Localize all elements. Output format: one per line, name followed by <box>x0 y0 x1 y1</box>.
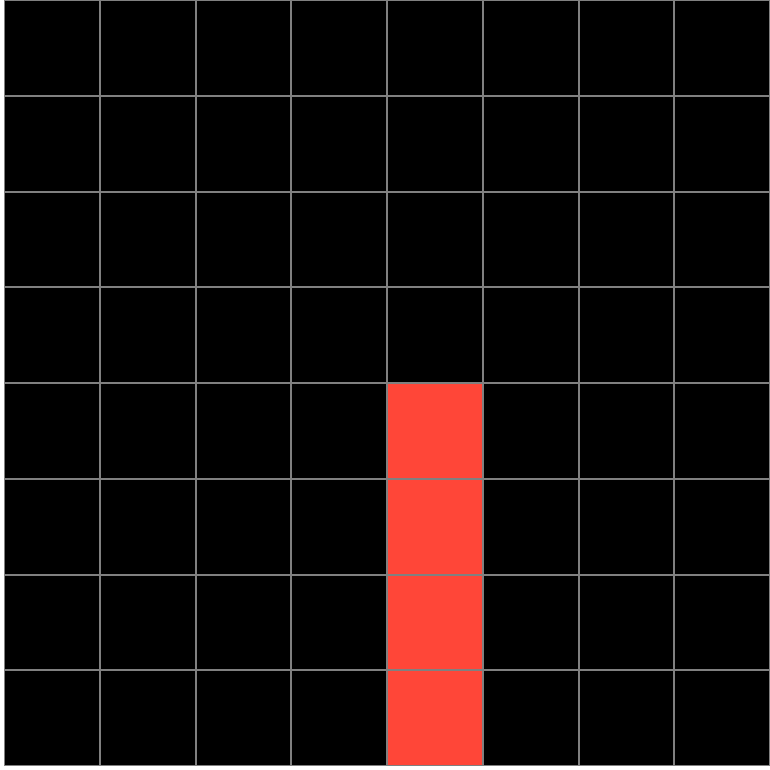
empty-cell[interactable] <box>579 1 674 95</box>
empty-cell[interactable] <box>388 288 482 382</box>
empty-cell[interactable] <box>100 479 195 574</box>
empty-cell[interactable] <box>100 575 195 670</box>
empty-cell[interactable] <box>388 192 482 287</box>
empty-cell[interactable] <box>292 479 386 574</box>
empty-cell[interactable] <box>483 96 578 191</box>
empty-cell[interactable] <box>196 575 291 670</box>
empty-cell[interactable] <box>5 96 99 191</box>
empty-cell[interactable] <box>388 96 482 191</box>
filled-cell[interactable] <box>388 384 482 478</box>
empty-cell[interactable] <box>196 384 291 478</box>
empty-cell[interactable] <box>675 671 769 765</box>
empty-cell[interactable] <box>292 575 386 670</box>
empty-cell[interactable] <box>292 288 386 382</box>
empty-cell[interactable] <box>483 384 578 478</box>
empty-cell[interactable] <box>483 479 578 574</box>
empty-cell[interactable] <box>675 192 769 287</box>
empty-cell[interactable] <box>100 1 195 95</box>
empty-cell[interactable] <box>5 384 99 478</box>
filled-cell[interactable] <box>388 575 482 670</box>
empty-cell[interactable] <box>483 575 578 670</box>
empty-cell[interactable] <box>483 671 578 765</box>
empty-cell[interactable] <box>100 192 195 287</box>
empty-cell[interactable] <box>196 192 291 287</box>
empty-cell[interactable] <box>5 575 99 670</box>
empty-cell[interactable] <box>579 671 674 765</box>
empty-cell[interactable] <box>675 479 769 574</box>
empty-cell[interactable] <box>196 96 291 191</box>
empty-cell[interactable] <box>100 384 195 478</box>
empty-cell[interactable] <box>292 96 386 191</box>
empty-cell[interactable] <box>675 384 769 478</box>
empty-cell[interactable] <box>5 1 99 95</box>
empty-cell[interactable] <box>675 96 769 191</box>
game-board <box>4 0 770 766</box>
empty-cell[interactable] <box>579 192 674 287</box>
empty-cell[interactable] <box>5 479 99 574</box>
empty-cell[interactable] <box>292 671 386 765</box>
empty-cell[interactable] <box>196 479 291 574</box>
empty-cell[interactable] <box>292 192 386 287</box>
empty-cell[interactable] <box>100 288 195 382</box>
filled-cell[interactable] <box>388 671 482 765</box>
empty-cell[interactable] <box>579 479 674 574</box>
empty-cell[interactable] <box>579 575 674 670</box>
empty-cell[interactable] <box>579 96 674 191</box>
empty-cell[interactable] <box>579 384 674 478</box>
empty-cell[interactable] <box>196 671 291 765</box>
empty-cell[interactable] <box>483 1 578 95</box>
empty-cell[interactable] <box>292 1 386 95</box>
empty-cell[interactable] <box>5 671 99 765</box>
empty-cell[interactable] <box>5 192 99 287</box>
empty-cell[interactable] <box>483 192 578 287</box>
filled-cell[interactable] <box>388 479 482 574</box>
empty-cell[interactable] <box>579 288 674 382</box>
empty-cell[interactable] <box>100 96 195 191</box>
empty-cell[interactable] <box>675 288 769 382</box>
empty-cell[interactable] <box>292 384 386 478</box>
empty-cell[interactable] <box>675 575 769 670</box>
empty-cell[interactable] <box>100 671 195 765</box>
empty-cell[interactable] <box>196 1 291 95</box>
empty-cell[interactable] <box>196 288 291 382</box>
empty-cell[interactable] <box>483 288 578 382</box>
empty-cell[interactable] <box>5 288 99 382</box>
empty-cell[interactable] <box>388 1 482 95</box>
empty-cell[interactable] <box>675 1 769 95</box>
